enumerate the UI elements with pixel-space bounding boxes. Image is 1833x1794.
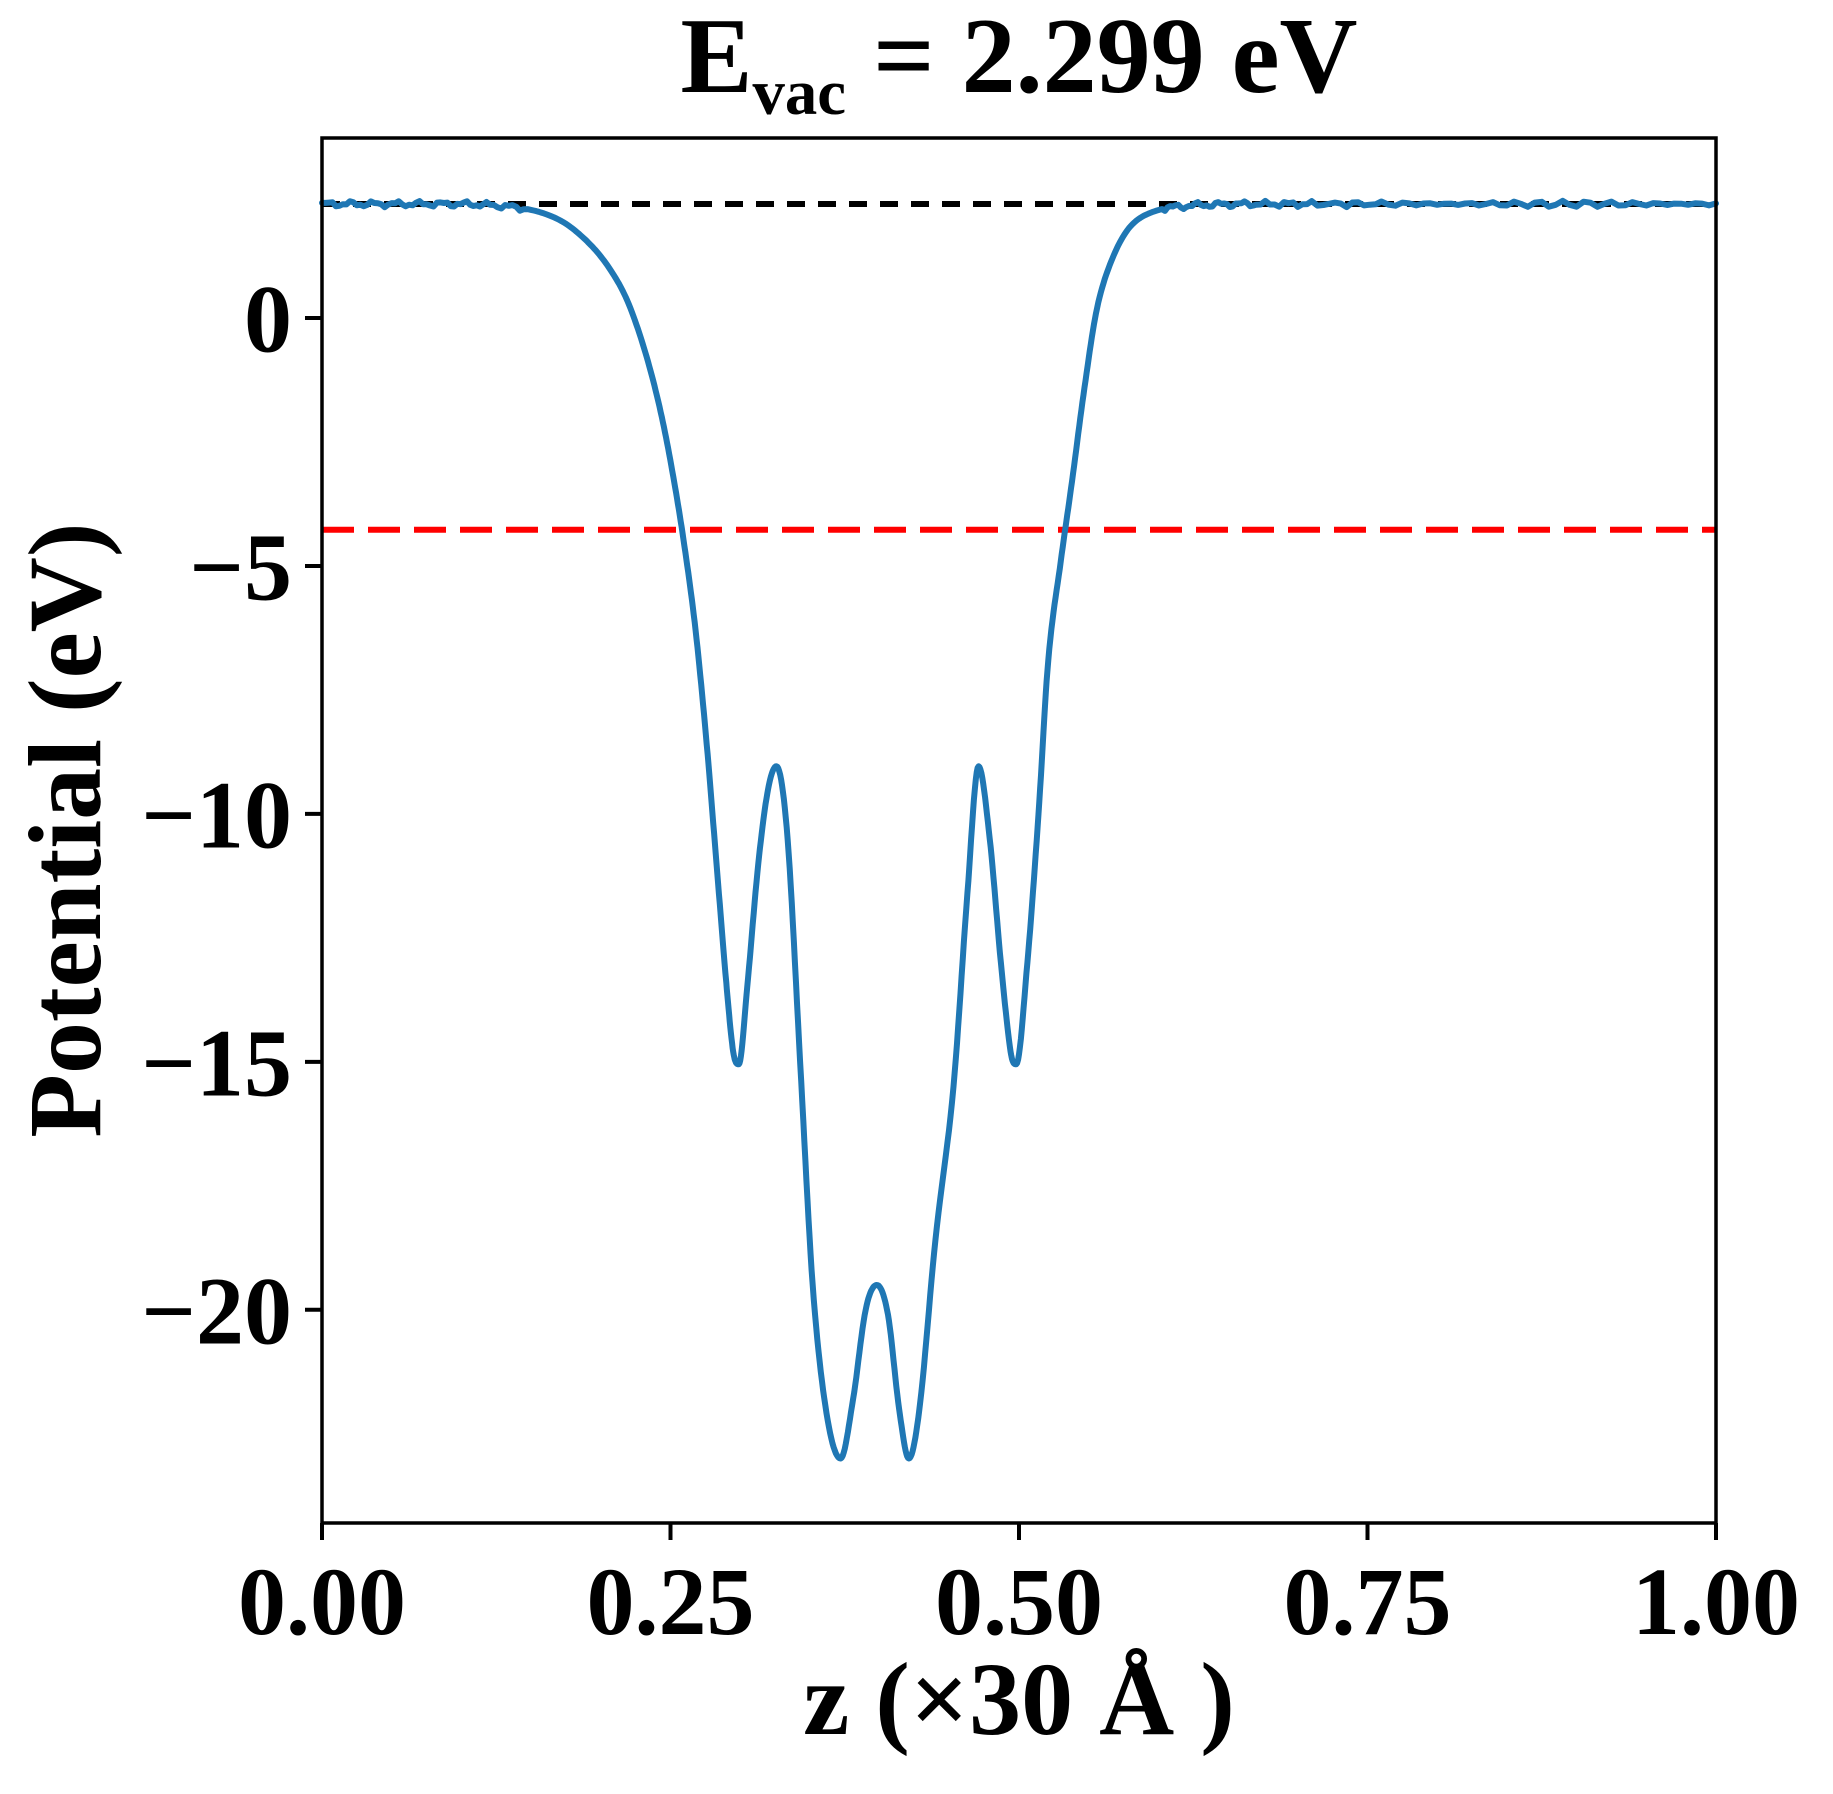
plot-border xyxy=(320,136,1718,1525)
chart-title: Evac = 2.299 eV xyxy=(680,0,1357,127)
x-axis-label: z (×30 Å ) xyxy=(803,1642,1235,1757)
x-tick-label: 0.50 xyxy=(935,1548,1103,1655)
y-tick-label: −20 xyxy=(141,1257,292,1364)
title-symbol: E xyxy=(680,0,753,116)
planar-averaged-potential-curve xyxy=(319,197,1719,1462)
x-tick-label: 0.75 xyxy=(1284,1548,1452,1655)
title-value: = 2.299 eV xyxy=(846,0,1358,116)
x-tick-label: 1.00 xyxy=(1632,1548,1800,1655)
y-tick-label: −5 xyxy=(189,514,292,621)
title-subscript: vac xyxy=(752,57,847,130)
y-tick-label: 0 xyxy=(244,266,292,373)
x-tick-label: 0.00 xyxy=(238,1548,406,1655)
y-tick-label: −10 xyxy=(141,761,292,868)
x-tick-label: 0.25 xyxy=(587,1548,755,1655)
y-tick-label: −15 xyxy=(141,1009,292,1116)
